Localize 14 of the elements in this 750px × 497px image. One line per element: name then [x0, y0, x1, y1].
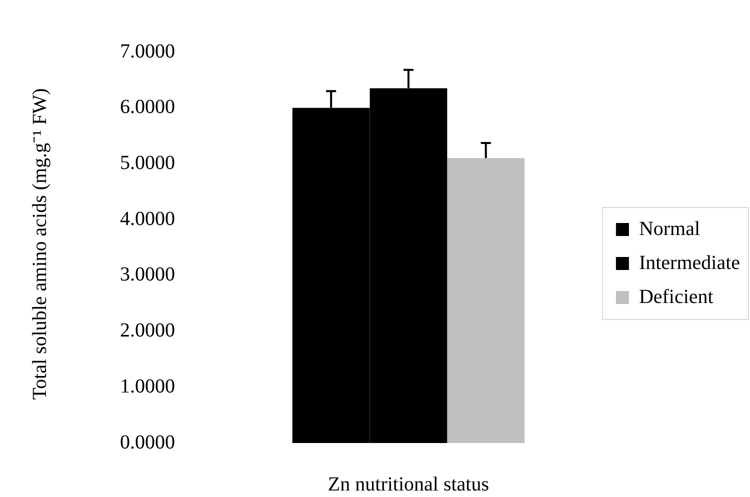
y-tick-label: 6.0000 [120, 96, 175, 118]
y-tick-label: 4.0000 [120, 208, 175, 230]
y-tick-label: 3.0000 [120, 264, 175, 286]
legend-label: Intermediate [638, 252, 740, 274]
y-axis-title: Total soluble amino acids (mg.g⁻¹ FW) [28, 87, 52, 402]
x-axis-title: Zn nutritional status [328, 473, 490, 496]
legend-label: Deficient [638, 286, 714, 308]
y-tick-label: 0.0000 [120, 431, 175, 454]
bar [447, 158, 525, 443]
y-tick-label: 1.0000 [120, 375, 175, 398]
y-tick-label: 5.0000 [120, 152, 175, 174]
y-tick-label: 2.0000 [120, 320, 175, 342]
y-tick-label: 7.0000 [120, 40, 175, 62]
legend-label: Normal [638, 218, 700, 240]
